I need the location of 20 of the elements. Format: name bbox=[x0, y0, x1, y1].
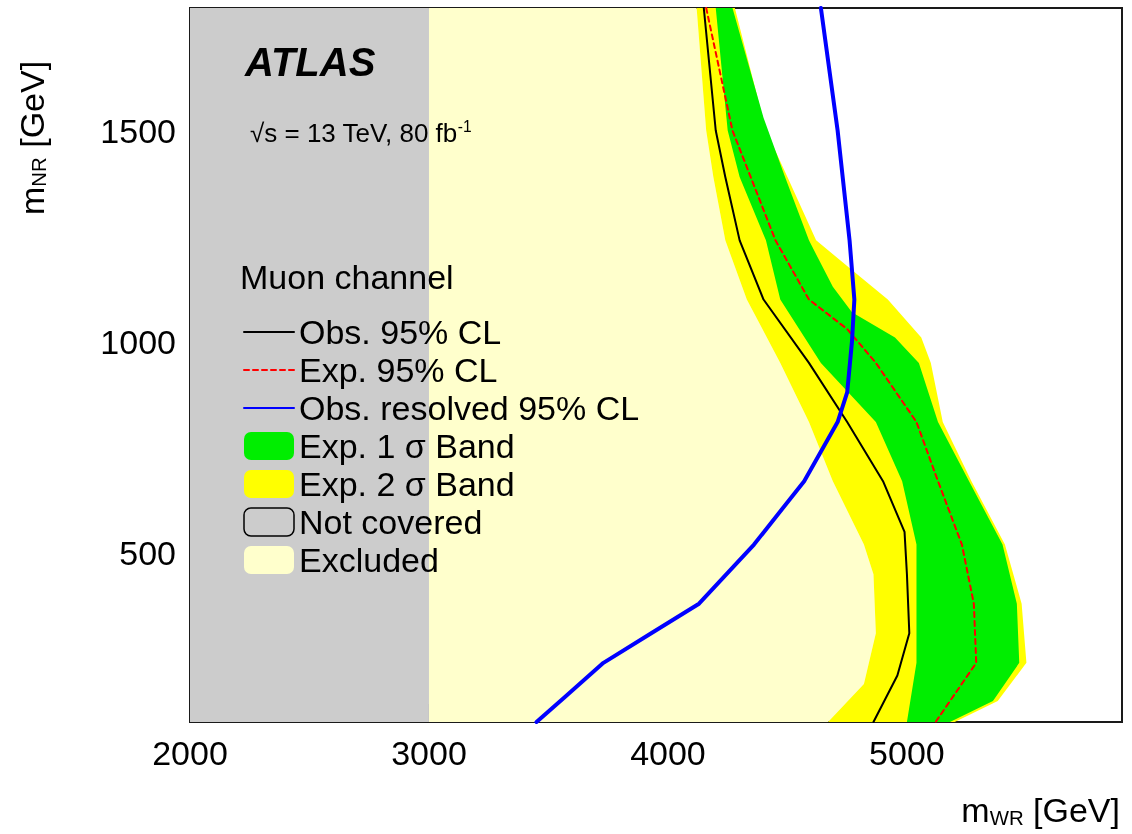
legend-label: Exp. 1 σ Band bbox=[299, 427, 515, 465]
line-series bbox=[702, 7, 911, 723]
y-tick-label: 500 bbox=[119, 534, 176, 573]
x-tick-label: 4000 bbox=[630, 734, 706, 772]
x-tick-label: 3000 bbox=[391, 734, 467, 772]
legend-label: Excluded bbox=[299, 541, 439, 579]
legend-label: Obs. resolved 95% CL bbox=[299, 389, 640, 427]
y-axis-title: mNR [GeV] bbox=[12, 60, 51, 215]
x-tick-label: 5000 bbox=[869, 734, 945, 772]
x-tick-label: 2000 bbox=[152, 734, 228, 772]
legend-label: Exp. 2 σ Band bbox=[299, 465, 515, 503]
legend-title: Muon channel bbox=[240, 258, 454, 296]
y-tick-label: 1500 bbox=[100, 111, 176, 150]
x-axis-title: mWR [GeV] bbox=[961, 791, 1120, 830]
legend-label: Exp. 95% CL bbox=[299, 351, 498, 389]
text: ATLAS bbox=[244, 40, 376, 84]
line-series bbox=[705, 7, 978, 723]
band-label: Not covered bbox=[299, 503, 483, 541]
legend-label: Obs. 95% CL bbox=[299, 313, 502, 351]
y-tick-label: 1000 bbox=[100, 322, 176, 361]
